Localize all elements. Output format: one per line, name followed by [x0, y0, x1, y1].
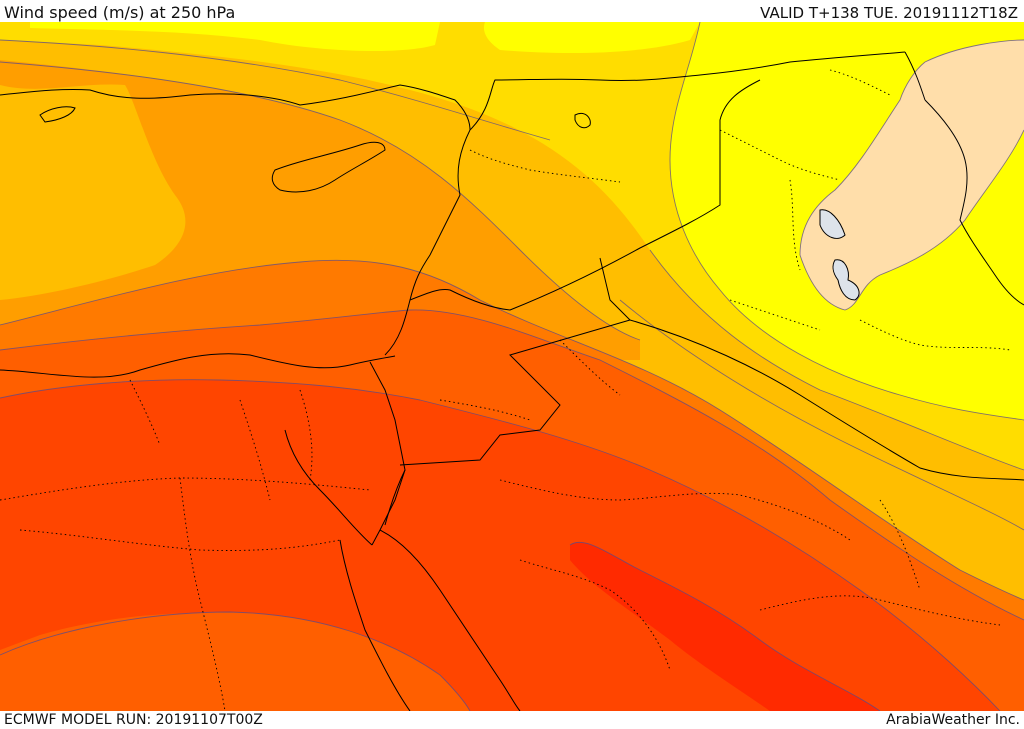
- band-red-orange: [0, 379, 1000, 711]
- credit: ArabiaWeather Inc.: [886, 712, 1020, 728]
- coastlines: [0, 51, 1024, 711]
- header-bar: [0, 0, 1024, 22]
- map-title: Wind speed (m/s) at 250 hPa: [4, 3, 236, 22]
- band-orange-red-sw: [0, 612, 470, 711]
- isolines: [0, 22, 1024, 711]
- model-run: ECMWF MODEL RUN: 20191107T00Z: [4, 712, 263, 728]
- band-light-tan: [800, 40, 1024, 310]
- admin-boundaries: [0, 69, 1011, 711]
- valid-time: VALID T+138 TUE. 20191112T18Z: [760, 4, 1018, 22]
- wind-speed-map: [0, 22, 1024, 711]
- band-amber-lobe: [0, 84, 186, 300]
- band-yellow-north2: [483, 22, 700, 53]
- band-yellow-north: [30, 22, 440, 52]
- footer-bar: [0, 711, 1024, 729]
- band-red-core: [570, 542, 880, 711]
